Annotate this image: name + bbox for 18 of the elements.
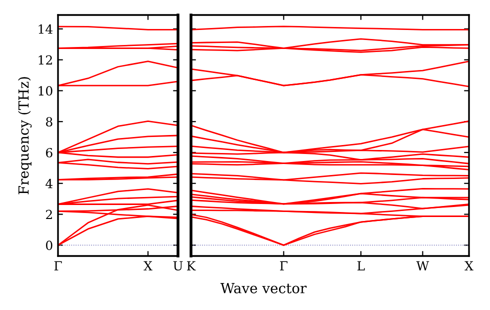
x-tick-label: X	[144, 261, 152, 270]
x-tick-label: L	[357, 261, 365, 270]
y-tick-label: 6	[46, 148, 52, 158]
y-axis-title: Frequency (THz)	[18, 77, 32, 194]
y-tick-label: 10	[38, 86, 52, 96]
x-tick-label: X	[464, 261, 474, 270]
y-tick-label: 8	[46, 117, 52, 127]
y-tick-label: 4	[46, 178, 53, 188]
y-tick-label: 0	[46, 240, 52, 250]
y-tick-label: 2	[46, 210, 52, 220]
x-tick-label: W	[416, 261, 430, 270]
x-tick-label: Γ	[280, 261, 288, 270]
x-tick-label: U	[173, 261, 183, 271]
x-tick-label: K	[187, 261, 196, 270]
x-tick-label: Γ	[54, 261, 62, 270]
y-tick-label: 14	[38, 24, 53, 34]
y-tick-label: 12	[38, 55, 52, 65]
x-axis-title: Wave vector	[220, 283, 307, 294]
